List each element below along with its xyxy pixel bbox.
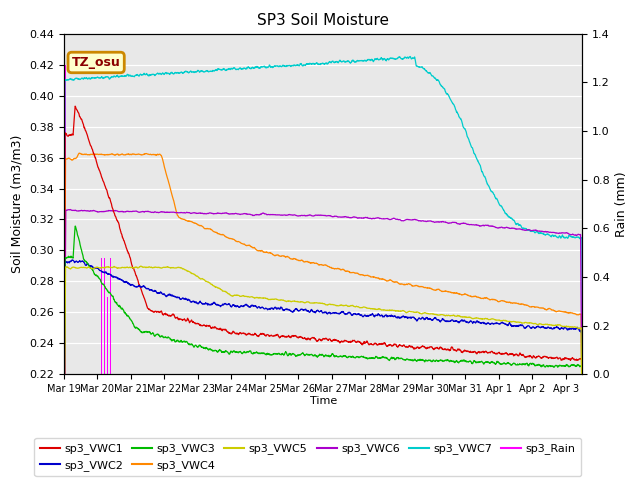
Text: TZ_osu: TZ_osu: [72, 56, 120, 69]
Y-axis label: Soil Moisture (m3/m3): Soil Moisture (m3/m3): [11, 135, 24, 273]
Legend: sp3_VWC1, sp3_VWC2, sp3_VWC3, sp3_VWC4, sp3_VWC5, sp3_VWC6, sp3_VWC7, sp3_Rain: sp3_VWC1, sp3_VWC2, sp3_VWC3, sp3_VWC4, …: [35, 438, 581, 476]
X-axis label: Time: Time: [310, 396, 337, 406]
Y-axis label: Rain (mm): Rain (mm): [616, 171, 628, 237]
Title: SP3 Soil Moisture: SP3 Soil Moisture: [257, 13, 389, 28]
